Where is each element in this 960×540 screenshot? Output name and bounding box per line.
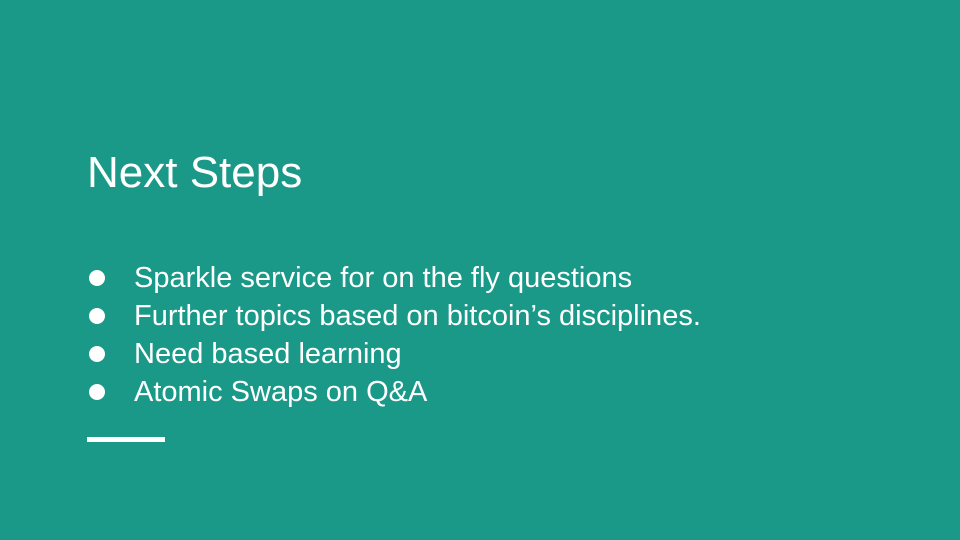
bullet-list: Sparkle service for on the fly questions… — [87, 259, 701, 411]
bullet-item: Atomic Swaps on Q&A — [87, 373, 701, 411]
bullet-text: Sparkle service for on the fly questions — [134, 261, 633, 294]
bullet-text: Further topics based on bitcoin’s discip… — [134, 299, 701, 332]
bullet-dot-icon — [89, 308, 105, 324]
bullet-text: Need based learning — [134, 337, 402, 370]
bullet-dot-icon — [89, 384, 105, 400]
bullet-text: Atomic Swaps on Q&A — [134, 375, 428, 408]
bullet-item: Need based learning — [87, 335, 701, 373]
bullet-item: Further topics based on bitcoin’s discip… — [87, 297, 701, 335]
slide-title: Next Steps — [87, 148, 303, 197]
bullet-item: Sparkle service for on the fly questions — [87, 259, 701, 297]
bullet-dot-icon — [89, 270, 105, 286]
accent-divider — [87, 437, 165, 442]
bullet-dot-icon — [89, 346, 105, 362]
